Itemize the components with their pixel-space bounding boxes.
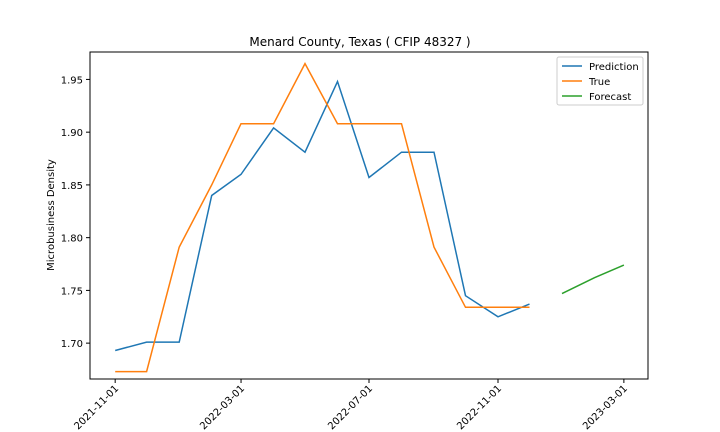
x-tick-label: 2021-11-01 — [72, 383, 121, 432]
plot-lines — [115, 62, 625, 373]
y-tick-label: 1.75 — [61, 286, 83, 297]
legend: Prediction True Forecast — [556, 56, 644, 106]
x-tick-label: 2022-11-01 — [455, 383, 504, 432]
x-axis: 2021-11-01 2022-03-01 2022-07-01 2022-11-01… — [72, 379, 630, 432]
y-axis-label: Microbusiness Density — [46, 159, 57, 271]
legend-label-true: True — [588, 77, 610, 88]
x-tick-label: 2022-07-01 — [326, 383, 375, 432]
y-tick-label: 1.85 — [61, 181, 83, 192]
y-tick-label: 1.80 — [61, 234, 83, 245]
chart-title: Menard County, Texas ( CFIP 48327 ) — [249, 35, 470, 49]
y-tick-label: 1.70 — [61, 339, 83, 350]
legend-label-prediction: Prediction — [589, 62, 639, 73]
x-tick-label: 2022-03-01 — [198, 383, 247, 432]
series-line-true — [115, 62, 530, 373]
series-line-forecast — [561, 264, 625, 295]
plot-frame — [89, 51, 649, 380]
legend-label-forecast: Forecast — [589, 92, 631, 103]
series-line-prediction — [115, 79, 530, 352]
x-tick-label: 2023-03-01 — [581, 383, 630, 432]
y-tick-label: 1.95 — [61, 75, 83, 86]
y-axis: 1.70 1.75 1.80 1.85 1.90 1.95 — [61, 75, 90, 350]
legend-box — [556, 56, 644, 106]
y-tick-label: 1.90 — [61, 128, 83, 139]
